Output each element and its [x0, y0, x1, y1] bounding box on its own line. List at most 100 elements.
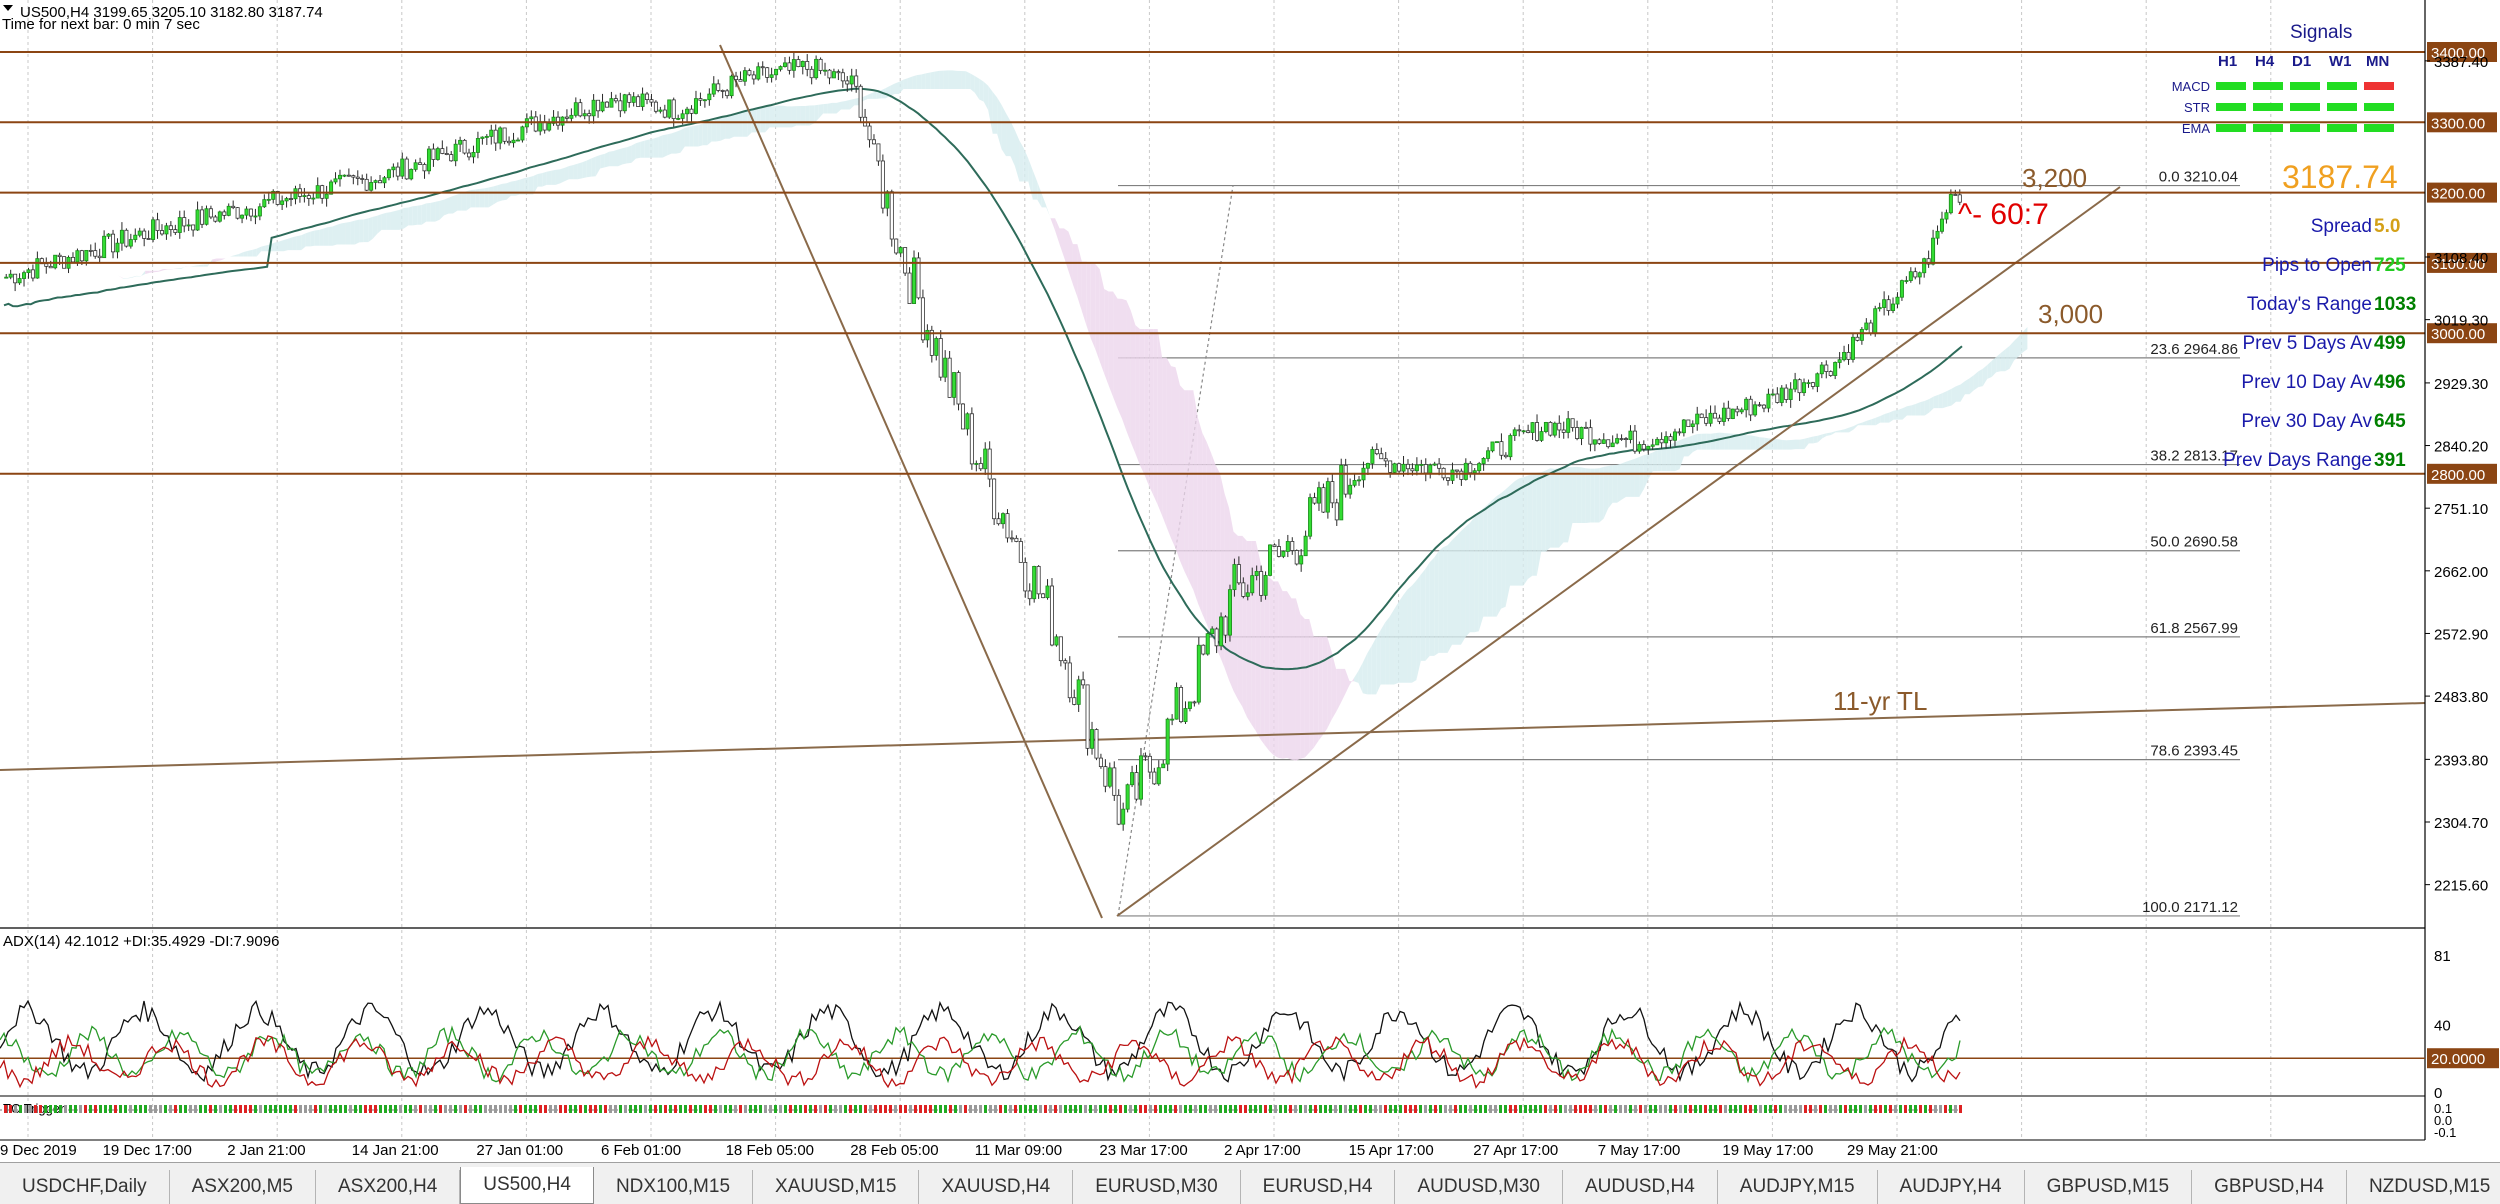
time-axis-label: 18 Feb 05:00 — [726, 1142, 814, 1159]
signal-row-label: MACD — [2172, 79, 2210, 94]
signal-indicator — [2364, 103, 2394, 111]
time-axis-label: 11 Mar 09:00 — [975, 1142, 1062, 1159]
ratio-note: ^- 60:7 — [1958, 198, 2049, 231]
adx-label: ADX(14) 42.1012 +DI:35.4929 -DI:7.9096 — [3, 933, 279, 950]
chart-tab-xauusd-h4[interactable]: XAUUSD,H4 — [919, 1170, 1073, 1204]
price-axis-label: 2483.80 — [2434, 689, 2488, 706]
signal-timeframe: D1 — [2292, 53, 2311, 70]
chart-tab-audjpy-h4[interactable]: AUDJPY,H4 — [1878, 1170, 2025, 1204]
fib-label: 0.0 3210.04 — [2159, 169, 2238, 186]
trendline-note: 11-yr TL — [1833, 686, 1927, 716]
adx-axis-label: 40 — [2434, 1017, 2451, 1034]
time-axis-label: 28 Feb 05:00 — [850, 1142, 938, 1159]
chart-tab-ndx100-m15[interactable]: NDX100,M15 — [594, 1170, 753, 1204]
price-axis-label: 3019.30 — [2434, 313, 2488, 330]
level-3200-note: 3,200 — [2022, 163, 2087, 193]
chart-tab-asx200-h4[interactable]: ASX200,H4 — [316, 1170, 460, 1204]
signal-indicator — [2216, 124, 2246, 132]
stat-label: Prev 10 Day Av — [2241, 372, 2372, 393]
signal-timeframe: H4 — [2255, 53, 2275, 70]
stat-label: Today's Range — [2247, 294, 2372, 315]
time-axis-label: 14 Jan 21:00 — [352, 1142, 439, 1159]
price-axis-label: 3387.40 — [2434, 54, 2488, 71]
stat-label: Pips to Open — [2262, 255, 2372, 276]
price-axis-label: 2751.10 — [2434, 501, 2488, 518]
signal-indicator — [2364, 82, 2394, 90]
fib-label: 61.8 2567.99 — [2150, 620, 2238, 637]
time-axis-label: 29 May 21:00 — [1847, 1142, 1938, 1159]
sr-price-label: 2800.00 — [2431, 467, 2485, 484]
signal-timeframe: H1 — [2218, 53, 2237, 70]
time-axis-label: 19 May 17:00 — [1722, 1142, 1813, 1159]
price-axis-label: 2304.70 — [2434, 815, 2488, 832]
chart-tab-audusd-h4[interactable]: AUDUSD,H4 — [1563, 1170, 1718, 1204]
sr-price-label: 3200.00 — [2431, 186, 2485, 203]
price-axis-label: 2662.00 — [2434, 564, 2488, 581]
time-axis-label: 9 Dec 2019 — [0, 1142, 77, 1159]
stat-value: 1033 — [2374, 294, 2416, 315]
signal-indicator — [2290, 103, 2320, 111]
chart-tab-gbpusd-h4[interactable]: GBPUSD,H4 — [2192, 1170, 2347, 1204]
bar-timer: Time for next bar: 0 min 7 sec — [2, 16, 200, 33]
current-price: 3187.74 — [2282, 159, 2398, 195]
chart-tab-audusd-m30[interactable]: AUDUSD,M30 — [1395, 1170, 1562, 1204]
stat-label: Prev Days Range — [2223, 450, 2372, 471]
adx-axis-label: 0 — [2434, 1085, 2442, 1102]
chart-tab-nzdusd-m15[interactable]: NZDUSD,M15 — [2347, 1170, 2500, 1204]
chart-tab-eurusd-h4[interactable]: EURUSD,H4 — [1241, 1170, 1396, 1204]
stat-value: 5.0 — [2374, 216, 2400, 237]
signal-indicator — [2216, 103, 2246, 111]
chart-tab-eurusd-m30[interactable]: EURUSD,M30 — [1073, 1170, 1240, 1204]
time-axis-label: 6 Feb 01:00 — [601, 1142, 681, 1159]
signal-indicator — [2253, 103, 2283, 111]
signal-indicator — [2216, 82, 2246, 90]
chart-tab-us500-h4[interactable]: US500,H4 — [460, 1167, 594, 1204]
signal-indicator — [2364, 124, 2394, 132]
signal-indicator — [2290, 124, 2320, 132]
time-axis-label: 27 Apr 17:00 — [1473, 1142, 1558, 1159]
trigger-axis-label: -0.1 — [2434, 1125, 2456, 1140]
fib-label: 23.6 2964.86 — [2150, 341, 2238, 358]
sr-price-label: 3300.00 — [2431, 115, 2485, 132]
time-axis-label: 15 Apr 17:00 — [1349, 1142, 1434, 1159]
time-axis-label: 7 May 17:00 — [1598, 1142, 1681, 1159]
time-axis-label: 2 Jan 21:00 — [227, 1142, 305, 1159]
signal-indicator — [2327, 103, 2357, 111]
fib-label: 100.0 2171.12 — [2142, 899, 2238, 916]
price-axis-label: 3108.40 — [2434, 250, 2488, 267]
adx-axis-label: 81 — [2434, 948, 2451, 965]
stat-label: Prev 5 Days Av — [2242, 333, 2372, 354]
stat-label: Prev 30 Day Av — [2241, 411, 2372, 432]
stat-value: 496 — [2374, 372, 2406, 393]
price-axis-label: 2572.90 — [2434, 626, 2488, 643]
chart-tab-audjpy-m15[interactable]: AUDJPY,M15 — [1718, 1170, 1878, 1204]
signal-row-label: EMA — [2182, 121, 2211, 136]
time-axis-label: 23 Mar 17:00 — [1099, 1142, 1187, 1159]
signals-title: Signals — [2290, 22, 2352, 43]
chart-tab-usdchf-daily[interactable]: USDCHF,Daily — [0, 1170, 170, 1204]
signal-indicator — [2290, 82, 2320, 90]
stat-value: 645 — [2374, 411, 2406, 432]
chart-tab-xauusd-m15[interactable]: XAUUSD,M15 — [753, 1170, 919, 1204]
signal-timeframe: W1 — [2329, 53, 2352, 70]
stat-value: 499 — [2374, 333, 2406, 354]
signal-indicator — [2253, 124, 2283, 132]
signal-indicator — [2253, 82, 2283, 90]
fib-label: 78.6 2393.45 — [2150, 743, 2238, 760]
price-axis-label: 2840.20 — [2434, 439, 2488, 456]
fib-label: 50.0 2690.58 — [2150, 534, 2238, 551]
level-3000-note: 3,000 — [2038, 299, 2103, 329]
price-axis-label: 2393.80 — [2434, 752, 2488, 769]
stat-value: 725 — [2374, 255, 2406, 276]
price-axis-label: 2215.60 — [2434, 878, 2488, 895]
signal-indicator — [2327, 124, 2357, 132]
time-axis-label: 2 Apr 17:00 — [1224, 1142, 1301, 1159]
stat-label: Spread — [2311, 216, 2372, 237]
chart-tab-gbpusd-m15[interactable]: GBPUSD,M15 — [2025, 1170, 2192, 1204]
chart-tab-asx200-m5[interactable]: ASX200,M5 — [170, 1170, 316, 1204]
signal-indicator — [2327, 82, 2357, 90]
stat-value: 391 — [2374, 450, 2406, 471]
time-axis-label: 27 Jan 01:00 — [476, 1142, 563, 1159]
